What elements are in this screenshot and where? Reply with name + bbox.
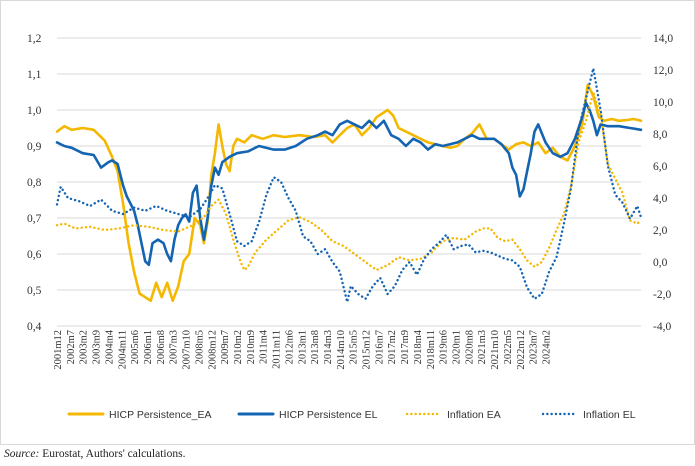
source-prefix: Source: bbox=[4, 448, 40, 460]
x-tick-label: 2017m9 bbox=[400, 330, 411, 364]
right-axis: -4,0 -2,0 0,0 2,0 4,0 6,0 8,0 10,0 12,0 14,0 bbox=[653, 33, 673, 333]
x-tick-label: 2009m7 bbox=[220, 330, 231, 364]
x-tick-label: 2017m2 bbox=[387, 330, 398, 364]
right-tick-label: 6,0 bbox=[653, 161, 668, 173]
series-line-hicp-persistence-el bbox=[55, 101, 643, 267]
x-tick-label: 2002m7 bbox=[66, 330, 77, 364]
right-tick-label: 10,0 bbox=[653, 97, 673, 109]
x-tick-label: 2008m5 bbox=[194, 330, 205, 364]
x-tick-label: 2015m12 bbox=[362, 330, 373, 370]
series-line-inflation-ea bbox=[55, 91, 643, 272]
source-text: Eurostat, Authors' calculations. bbox=[42, 448, 186, 460]
x-tick-label: 2013m8 bbox=[310, 330, 321, 364]
x-tick-label: 2011m11 bbox=[272, 330, 283, 369]
left-tick-label: 0,5 bbox=[27, 285, 42, 297]
x-axis: 2001m12 2002m7 2003m2 2003m9 2004m4 2004m11 20… bbox=[53, 329, 553, 369]
left-tick-label: 0,4 bbox=[27, 321, 42, 333]
x-tick-label: 2022m5 bbox=[503, 330, 514, 364]
series-lines bbox=[55, 67, 643, 304]
chart-canvas: 0,4 0,5 0,6 0,7 0,8 0,9 1,0 1,1 1,2 -4,0 -2,0 0,0 2… bbox=[0, 0, 695, 445]
left-tick-label: 0,8 bbox=[27, 177, 42, 189]
x-tick-label: 2012m6 bbox=[284, 330, 295, 364]
x-tick-label: 2020m8 bbox=[464, 330, 475, 364]
x-tick-label: 2018m4 bbox=[413, 329, 424, 364]
x-tick-label: 2004m11 bbox=[117, 330, 128, 369]
x-tick-label: 2020m1 bbox=[452, 330, 463, 364]
x-tick-label: 2021m10 bbox=[490, 330, 501, 370]
legend-label: HICP Persistence_EA bbox=[109, 409, 212, 421]
series-line-hicp-persistence-ea bbox=[55, 83, 643, 303]
x-tick-label: 2007m10 bbox=[182, 330, 193, 370]
series-line-inflation-el bbox=[55, 67, 643, 304]
legend: HICP Persistence_EA HICP Persistence EL In… bbox=[67, 409, 636, 421]
x-tick-label: 2014m3 bbox=[323, 330, 334, 364]
x-tick-label: 2007m3 bbox=[169, 330, 180, 364]
right-tick-label: -2,0 bbox=[653, 289, 671, 301]
x-tick-label: 2013m1 bbox=[297, 330, 308, 364]
legend-label: HICP Persistence EL bbox=[279, 409, 378, 421]
left-axis: 0,4 0,5 0,6 0,7 0,8 0,9 1,0 1,1 1,2 bbox=[27, 33, 42, 333]
x-tick-label: 2014m10 bbox=[336, 330, 347, 370]
legend-label: Inflation EL bbox=[583, 409, 636, 421]
x-tick-label: 2006m8 bbox=[156, 330, 167, 364]
left-tick-label: 0,7 bbox=[27, 213, 42, 225]
right-tick-label: 12,0 bbox=[653, 65, 673, 77]
right-tick-label: 8,0 bbox=[653, 129, 668, 141]
left-tick-label: 0,6 bbox=[27, 249, 42, 261]
left-tick-label: 1,2 bbox=[27, 33, 42, 45]
x-tick-label: 2001m12 bbox=[53, 330, 64, 370]
x-tick-label: 2010m2 bbox=[233, 330, 244, 364]
left-tick-label: 1,0 bbox=[27, 105, 42, 117]
gridlines bbox=[57, 37, 641, 327]
x-tick-label: 2024m2 bbox=[542, 330, 553, 364]
x-tick-label: 2008m12 bbox=[207, 330, 218, 370]
x-tick-label: 2016m7 bbox=[374, 330, 385, 364]
right-tick-label: 14,0 bbox=[653, 33, 673, 45]
x-tick-label: 2019m6 bbox=[439, 330, 450, 364]
legend-label: Inflation EA bbox=[447, 409, 501, 421]
x-tick-label: 2023m7 bbox=[529, 330, 540, 364]
left-tick-label: 0,9 bbox=[27, 141, 42, 153]
source-note: Source: Eurostat, Authors' calculations. bbox=[4, 448, 185, 460]
x-tick-label: 2018m11 bbox=[426, 330, 437, 369]
x-tick-label: 2015m5 bbox=[349, 330, 360, 364]
x-tick-label: 2022m12 bbox=[516, 330, 527, 370]
right-tick-label: 0,0 bbox=[653, 257, 668, 269]
left-tick-label: 1,1 bbox=[27, 69, 42, 81]
right-tick-label: -4,0 bbox=[653, 321, 671, 333]
x-tick-label: 2011m4 bbox=[259, 329, 270, 364]
right-tick-label: 2,0 bbox=[653, 225, 668, 237]
x-tick-label: 2003m9 bbox=[92, 330, 103, 364]
x-tick-label: 2021m3 bbox=[477, 330, 488, 364]
right-tick-label: 4,0 bbox=[653, 193, 668, 205]
x-tick-label: 2004m4 bbox=[104, 329, 115, 364]
x-tick-label: 2003m2 bbox=[79, 330, 90, 364]
x-tick-label: 2010m9 bbox=[246, 330, 257, 364]
x-tick-label: 2006m1 bbox=[143, 330, 154, 364]
x-tick-label: 2005m6 bbox=[130, 330, 141, 364]
